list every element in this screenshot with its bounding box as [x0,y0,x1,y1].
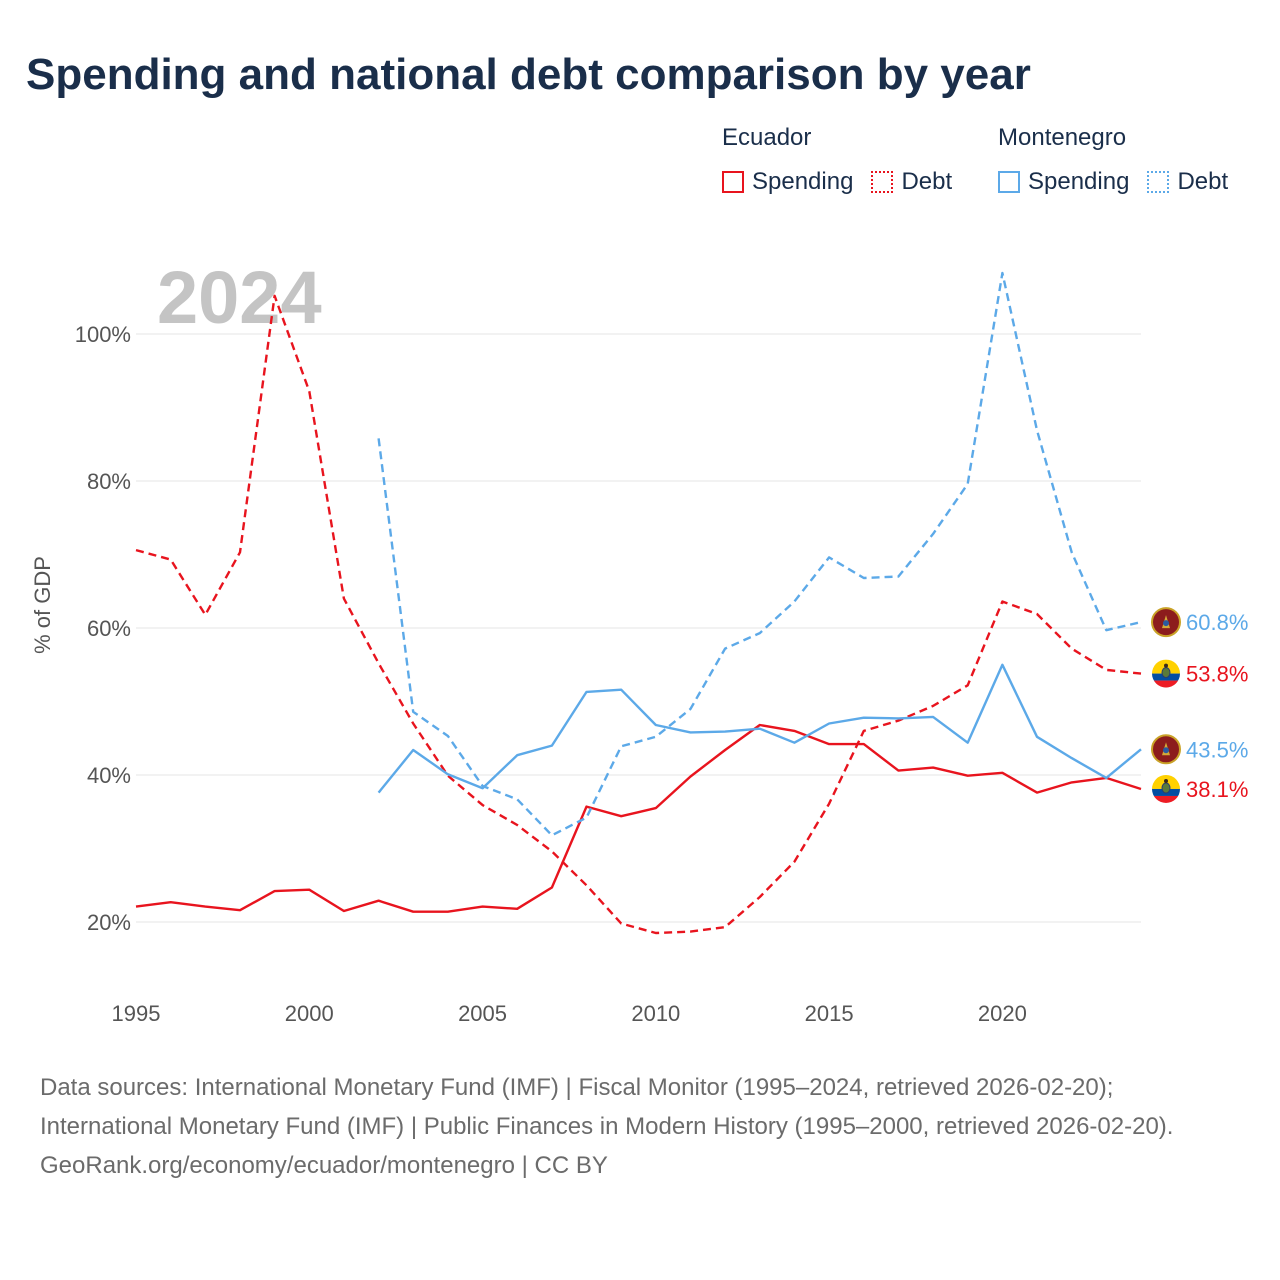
line-chart: 2024 20% 40% 60% 80% 100% 1995 2000 2005 2010 201… [30,256,1248,1026]
y-tick-label: 40% [87,763,131,788]
x-tick-label: 2005 [458,1001,507,1026]
legend-country-montenegro: Montenegro [998,124,1127,151]
y-tick-label: 20% [87,910,131,935]
series-line-montenegro-debt[interactable] [377,271,1142,837]
legend-ecuador-spending[interactable]: Spending [722,168,853,196]
x-tick-label: 2010 [631,1001,680,1026]
series-lines [135,271,1142,935]
x-tick-label: 2015 [805,1001,854,1026]
x-tick-label: 1995 [112,1001,161,1026]
legend-ecuador-debt[interactable]: Debt [871,168,952,196]
end-labels: 38.1% 53.8% 43.5% 60.8% [1151,607,1248,803]
end-value-label: 43.5% [1186,737,1248,762]
montenegro-flag-icon [1151,607,1181,638]
series-line-ecuador-spending[interactable] [135,723,1142,913]
legend-ecuador-debt-label: Debt [901,168,953,195]
sources-text: Data sources: International Monetary Fun… [40,1074,1174,1140]
legend-country-ecuador: Ecuador [722,124,812,151]
legend-ecuador-spending-label: Spending [752,168,854,195]
y-tick-label: 60% [87,616,131,641]
end-value-label: 38.1% [1186,777,1248,802]
axes: 20% 40% 60% 80% 100% 1995 2000 2005 2010 2015 2020 [75,322,1027,1026]
year-watermark: 2024 [157,256,322,339]
legend-ecuador: Ecuador Spending Debt [722,124,970,196]
y-tick-label: 100% [75,322,131,347]
legend-montenegro-spending-swatch [998,171,1020,193]
legend-montenegro-debt[interactable]: Debt [1147,168,1228,196]
legend-montenegro-debt-label: Debt [1177,168,1229,195]
ecuador-flag-icon [1152,659,1180,688]
legend-ecuador-spending-swatch [722,171,744,193]
y-tick-label: 80% [87,469,131,494]
y-axis-title: % of GDP [30,556,55,654]
attribution-link[interactable]: GeoRank.org/economy/ecuador/montenegro |… [40,1152,608,1179]
chart-title: Spending and national debt comparison by… [26,50,1031,99]
montenegro-flag-icon [1151,734,1181,765]
grid-lines [136,333,1141,923]
end-value-label: 60.8% [1186,610,1248,635]
series-line-montenegro-spending[interactable] [377,663,1142,794]
legend-montenegro: Montenegro Spending Debt [998,124,1228,196]
legend-montenegro-debt-swatch [1147,171,1170,193]
end-value-label: 53.8% [1186,662,1248,687]
legend-montenegro-spending[interactable]: Spending [998,168,1129,196]
ecuador-flag-icon [1152,774,1180,803]
x-tick-label: 2020 [978,1001,1027,1026]
legend-ecuador-debt-swatch [871,171,894,193]
legend-montenegro-spending-label: Spending [1028,168,1130,195]
series-line-ecuador-debt[interactable] [135,294,1142,935]
sources-note: Data sources: International Monetary Fun… [40,1068,1240,1185]
x-tick-label: 2000 [285,1001,334,1026]
